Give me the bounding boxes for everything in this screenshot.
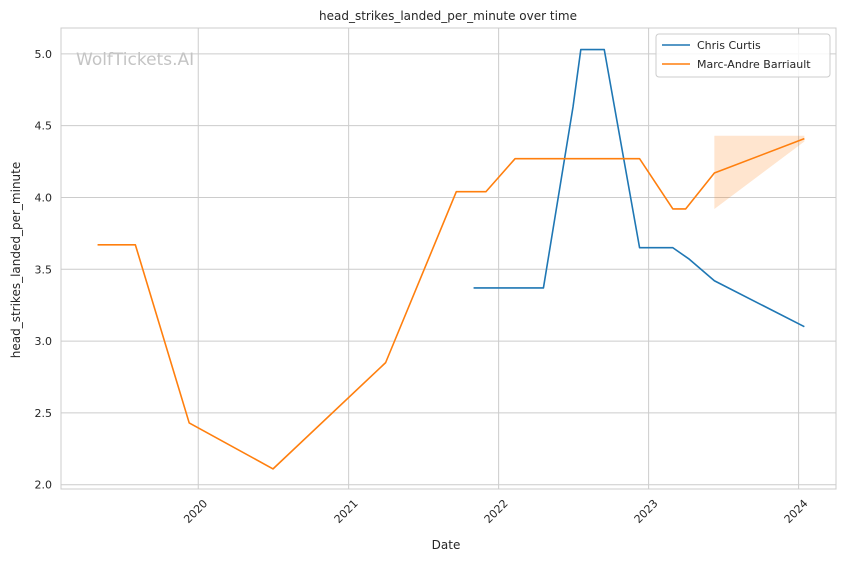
confidence-bands: [714, 135, 805, 209]
y-tick-label: 2.0: [35, 479, 53, 492]
series-line-chris-curtis: [473, 48, 805, 328]
plot-frame: [60, 27, 837, 490]
x-tick-label: 2023: [632, 497, 661, 526]
x-tick-label: 2020: [181, 497, 210, 526]
series-lines: [97, 48, 805, 470]
x-tick-label: 2022: [482, 497, 511, 526]
y-tick-label: 3.5: [35, 263, 53, 276]
x-axis-label: Date: [432, 538, 461, 552]
legend-label-marc-andre-barriault: Marc-Andre Barriault: [697, 58, 811, 71]
plot-background: [61, 28, 836, 489]
x-tick-label: 2024: [782, 497, 811, 526]
y-tick-label: 3.0: [35, 335, 53, 348]
grid: [61, 28, 836, 489]
y-tick-label: 5.0: [35, 48, 53, 61]
y-tick-label: 4.5: [35, 120, 53, 133]
y-tick-label: 2.5: [35, 407, 53, 420]
y-axis-ticks: 2.0 2.5 3.0 3.5 4.0 4.5 5.0: [35, 48, 53, 492]
y-tick-label: 4.0: [35, 191, 53, 204]
y-axis-label: head_strikes_landed_per_minute: [9, 162, 23, 359]
legend: Chris Curtis Marc-Andre Barriault: [655, 33, 831, 78]
legend-label-chris-curtis: Chris Curtis: [697, 39, 761, 52]
chart-title: head_strikes_landed_per_minute over time: [319, 9, 577, 23]
x-axis-ticks: 2020 2021 2022 2023 2024: [181, 497, 810, 526]
watermark: WolfTickets.AI: [76, 50, 194, 70]
band-marc-andre-barriault: [714, 135, 805, 209]
series-line-marc-andre-barriault: [97, 137, 805, 470]
x-tick-label: 2021: [332, 497, 361, 526]
legend-box: [655, 33, 831, 78]
